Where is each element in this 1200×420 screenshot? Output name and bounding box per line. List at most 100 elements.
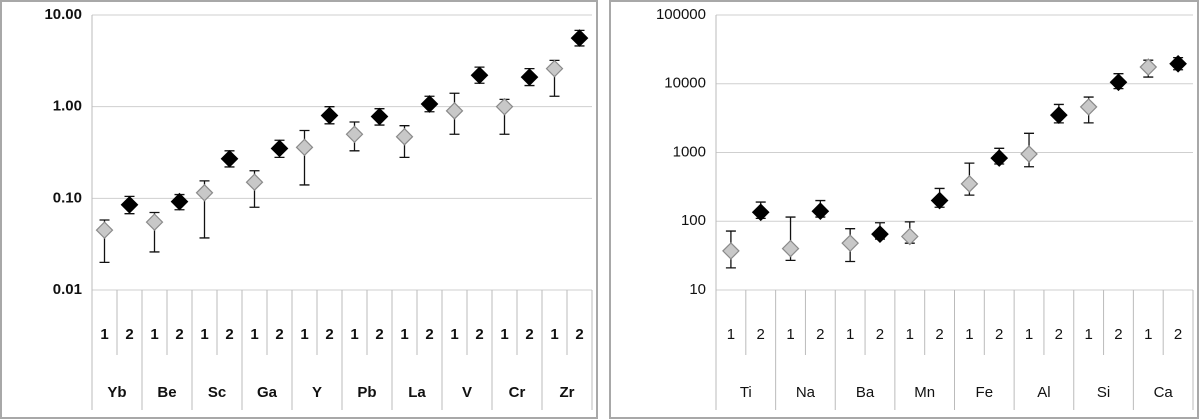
y-tick-label: 1.00 bbox=[53, 98, 82, 115]
y-tick-label: 0.10 bbox=[53, 189, 82, 206]
x-sub-label: 1 bbox=[1144, 326, 1152, 343]
y-tick-label: 0.01 bbox=[53, 281, 82, 298]
x-sub-label: 2 bbox=[1174, 326, 1182, 343]
x-group-label: Ba bbox=[856, 384, 875, 401]
marker bbox=[345, 125, 364, 144]
y-tick-label: 10 bbox=[689, 281, 706, 298]
marker bbox=[930, 191, 949, 210]
marker bbox=[990, 149, 1009, 167]
y-tick-label: 100 bbox=[681, 212, 706, 229]
marker bbox=[95, 221, 114, 239]
x-sub-label: 1 bbox=[450, 326, 458, 343]
x-sub-label: 1 bbox=[100, 326, 108, 343]
marker bbox=[1049, 106, 1068, 124]
marker bbox=[1139, 58, 1158, 76]
x-sub-label: 1 bbox=[350, 326, 358, 343]
marker bbox=[520, 68, 539, 86]
marker bbox=[170, 192, 189, 211]
x-sub-label: 1 bbox=[727, 326, 735, 343]
x-sub-label: 2 bbox=[995, 326, 1003, 343]
x-sub-label: 2 bbox=[816, 326, 824, 343]
x-group-label: Ga bbox=[257, 384, 278, 401]
marker bbox=[220, 149, 239, 168]
x-sub-label: 1 bbox=[906, 326, 914, 343]
x-sub-label: 1 bbox=[846, 326, 854, 343]
marker bbox=[1109, 73, 1128, 92]
x-sub-label: 2 bbox=[935, 326, 943, 343]
x-group-label: V bbox=[462, 384, 472, 401]
x-sub-label: 1 bbox=[550, 326, 558, 343]
marker bbox=[320, 106, 339, 125]
marker bbox=[545, 59, 564, 78]
marker bbox=[370, 107, 389, 126]
x-sub-label: 1 bbox=[150, 326, 158, 343]
x-group-label: Ti bbox=[740, 384, 752, 401]
x-sub-label: 1 bbox=[786, 326, 794, 343]
x-sub-label: 2 bbox=[125, 326, 133, 343]
marker bbox=[960, 174, 979, 193]
x-sub-label: 2 bbox=[475, 326, 483, 343]
chart-right: 10 100 1000 10000 100000 Ti 1 2 Na 1 2 Ba 1 2 Mn 1 2 Fe 1 2… bbox=[609, 0, 1199, 419]
x-group-label: Y bbox=[312, 384, 322, 401]
marker bbox=[811, 202, 830, 221]
x-group-label: Mn bbox=[914, 384, 935, 401]
x-group-label: Cr bbox=[509, 384, 526, 401]
marker bbox=[570, 29, 589, 47]
marker bbox=[871, 225, 889, 243]
y-tick-label: 10000 bbox=[664, 75, 706, 92]
x-sub-label: 1 bbox=[200, 326, 208, 343]
panel-frame bbox=[0, 0, 598, 419]
x-sub-label: 1 bbox=[300, 326, 308, 343]
x-sub-label: 2 bbox=[225, 326, 233, 343]
x-sub-label: 2 bbox=[1114, 326, 1122, 343]
x-sub-label: 2 bbox=[575, 326, 583, 343]
x-group-label: Sc bbox=[208, 384, 226, 401]
marker bbox=[751, 203, 770, 222]
marker bbox=[395, 127, 414, 146]
marker bbox=[270, 139, 289, 158]
x-sub-label: 2 bbox=[876, 326, 884, 343]
x-sub-label: 1 bbox=[965, 326, 973, 343]
x-group-label: Be bbox=[157, 384, 176, 401]
panel-frame bbox=[609, 0, 1199, 419]
x-sub-label: 2 bbox=[175, 326, 183, 343]
marker bbox=[245, 173, 264, 192]
x-group-label: Zr bbox=[560, 384, 575, 401]
x-sub-label: 1 bbox=[1084, 326, 1092, 343]
x-group-label: Ca bbox=[1154, 384, 1174, 401]
marker bbox=[470, 66, 489, 85]
marker bbox=[445, 102, 464, 120]
marker bbox=[1169, 54, 1187, 73]
x-group-label: Al bbox=[1037, 384, 1050, 401]
x-group-label: Na bbox=[796, 384, 816, 401]
x-group-label: Pb bbox=[357, 384, 376, 401]
x-group-label: Fe bbox=[976, 384, 994, 401]
x-sub-label: 1 bbox=[250, 326, 258, 343]
marker bbox=[495, 97, 514, 116]
x-sub-label: 2 bbox=[1055, 326, 1063, 343]
x-sub-label: 2 bbox=[325, 326, 333, 343]
x-sub-label: 1 bbox=[400, 326, 408, 343]
marker bbox=[1079, 98, 1098, 116]
marker bbox=[195, 183, 214, 202]
y-tick-label: 100000 bbox=[656, 6, 706, 23]
x-group-label: La bbox=[408, 384, 426, 401]
x-sub-label: 2 bbox=[375, 326, 383, 343]
x-sub-label: 2 bbox=[525, 326, 533, 343]
marker bbox=[722, 242, 740, 260]
y-tick-label: 1000 bbox=[673, 143, 706, 160]
x-sub-label: 1 bbox=[1025, 326, 1033, 343]
x-group-label: Yb bbox=[107, 384, 126, 401]
marker bbox=[781, 239, 800, 258]
x-sub-label: 2 bbox=[425, 326, 433, 343]
x-sub-label: 1 bbox=[500, 326, 508, 343]
marker bbox=[295, 138, 314, 157]
marker bbox=[420, 95, 439, 113]
marker bbox=[1020, 145, 1038, 163]
x-group-label: Si bbox=[1097, 384, 1110, 401]
marker bbox=[841, 234, 860, 253]
y-tick-label: 10.00 bbox=[44, 6, 82, 23]
marker bbox=[145, 213, 164, 231]
marker bbox=[120, 195, 139, 214]
